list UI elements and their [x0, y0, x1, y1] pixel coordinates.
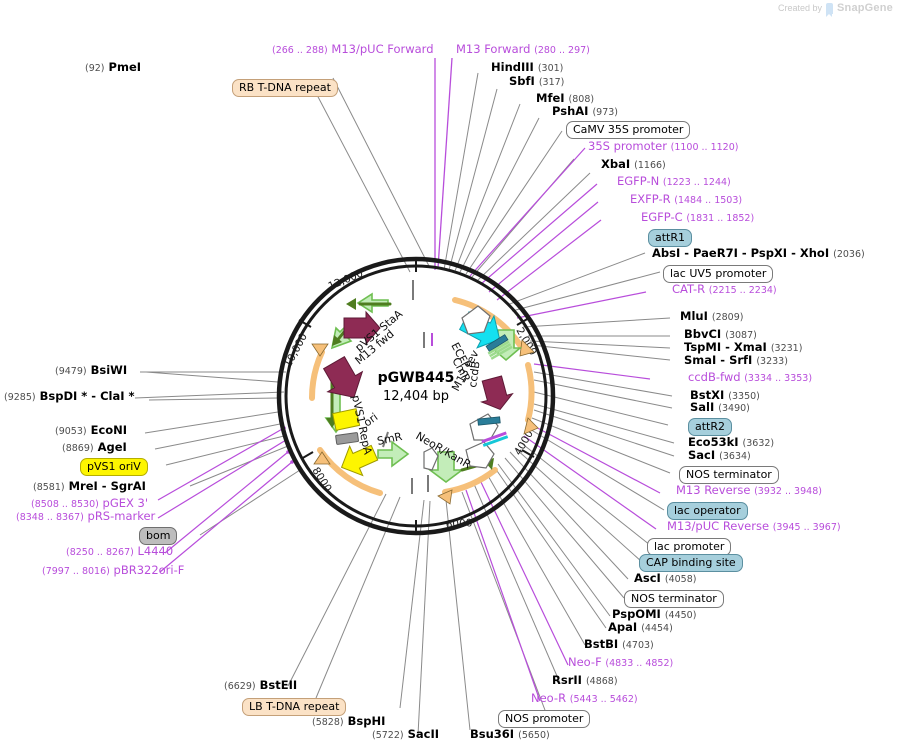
label-pspomi[interactable]: PspOMI (4450) [612, 607, 697, 621]
leader-lines-top-primers [434, 57, 453, 270]
label-bspdi-clai[interactable]: (9285) BspDI * - ClaI * [4, 389, 135, 403]
badge-attr2[interactable]: attR2 [688, 418, 733, 436]
label-agei[interactable]: (8869) AgeI [62, 440, 127, 454]
plasmid-size: 12,404 bp [383, 389, 449, 404]
label-bstxi[interactable]: BstXI (3350) [690, 388, 760, 402]
badge-rb-t-dna-repeat[interactable]: RB T-DNA repeat [232, 79, 338, 97]
feature-bars-striped [477, 334, 513, 447]
label-bsu36i[interactable]: Bsu36I (5650) [470, 727, 550, 741]
label-bsiwi[interactable]: (9479) BsiWI [55, 363, 128, 377]
label-mrei-sgrai[interactable]: (8581) MreI - SgrAI [33, 479, 146, 493]
watermark-prefix: Created by [777, 3, 822, 13]
orientation-arrowheads [311, 339, 539, 505]
snapgene-logo-icon [825, 2, 833, 17]
label-sbfi[interactable]: SbfI (317) [509, 74, 565, 88]
label-rsrii[interactable]: RsrII (4868) [552, 673, 618, 687]
label-tspmi-xmai[interactable]: TspMI - XmaI (3231) [684, 340, 803, 354]
label-hindiii[interactable]: HindIII (301) [491, 60, 564, 74]
label-bsphi[interactable]: (5828) BspHI [312, 714, 386, 728]
label-eco53ki[interactable]: Eco53kI (3632) [688, 435, 775, 449]
label-econi[interactable]: (9053) EcoNI [55, 423, 128, 437]
leader-lines-bottom [287, 493, 471, 736]
feature-arrows-maroon [322, 310, 514, 411]
label-m13-puc-forward[interactable]: (266 .. 288) M13/pUC Forward [272, 42, 434, 56]
feature-arrow-ori [335, 432, 359, 445]
feature-label-ccdb: ccdB [466, 360, 483, 388]
label-mfei[interactable]: MfeI (808) [536, 91, 595, 105]
leader-lines-top-left [315, 77, 431, 273]
feature-arrows-yellow [332, 408, 379, 477]
label-prs-marker[interactable]: (8348 .. 8367) pRS-marker [16, 509, 156, 523]
badge-pvs1-oriv[interactable]: pVS1 oriV [80, 458, 148, 476]
badge-lb-t-dna-repeat[interactable]: LB T-DNA repeat [242, 698, 347, 716]
label-sali[interactable]: SalI (3490) [690, 400, 750, 414]
label-absi-paer7i-pspxi-xhoi[interactable]: AbsI - PaeR7I - PspXI - XhoI (2036) [652, 246, 865, 260]
leader-lines-top-right [443, 72, 675, 719]
feature-label-smr: SmR [376, 430, 404, 448]
label-apai[interactable]: ApaI (4454) [608, 620, 673, 634]
leader-lines-left-upper [134, 371, 286, 399]
coordinate-ticks [298, 259, 535, 533]
label-m13-reverse[interactable]: M13 Reverse (3932 .. 3948) [676, 483, 822, 497]
badge-cap-binding-site[interactable]: CAP binding site [639, 554, 743, 572]
label-neo-f[interactable]: Neo-F (4833 .. 4852) [568, 655, 674, 669]
label-exfp-r[interactable]: EXFP-R (1484 .. 1503) [630, 192, 743, 206]
label-l4440[interactable]: (8250 .. 8267) L4440 [66, 544, 174, 558]
badge-nos-terminator-1[interactable]: NOS terminator [679, 466, 779, 484]
badge-bom[interactable]: bom [139, 527, 178, 545]
label-xbai[interactable]: XbaI (1166) [601, 157, 666, 171]
label-35s-promoter[interactable]: 35S promoter (1100 .. 1120) [588, 139, 739, 153]
label-pbr322ori-f[interactable]: (7997 .. 8016) pBR322ori-F [42, 563, 185, 577]
badge-lac-operator[interactable]: lac operator [667, 502, 748, 520]
label-pmei[interactable]: (92) PmeI [85, 60, 142, 74]
label-bstbi[interactable]: BstBI (4703) [584, 637, 654, 651]
badge-nos-terminator-2[interactable]: NOS terminator [624, 590, 724, 608]
watermark-name: SnapGene [836, 2, 893, 14]
label-bstei[interactable]: (6629) BstEII [224, 678, 298, 692]
label-ccdb-fwd[interactable]: ccdB-fwd (3334 .. 3353) [688, 370, 813, 384]
internal-site-ticks [382, 280, 429, 494]
label-pshai[interactable]: PshAI (973) [552, 104, 618, 118]
label-saci[interactable]: SacI (3634) [688, 448, 751, 462]
tick-label-12000: 12,000 [326, 267, 365, 292]
label-m13-forward[interactable]: M13 Forward (280 .. 297) [456, 42, 590, 56]
label-egfp-c[interactable]: EGFP-C (1831 .. 1852) [641, 210, 755, 224]
feature-arrows-outline [423, 305, 499, 471]
center-caption: pGWB445 12,404 bp [378, 370, 455, 404]
badge-attr1[interactable]: attR1 [648, 229, 693, 247]
leader-lines-left [144, 371, 301, 536]
label-smai-srfi[interactable]: SmaI - SrfI (3233) [684, 353, 788, 367]
label-m13-puc-reverse[interactable]: M13/pUC Reverse (3945 .. 3967) [667, 519, 841, 533]
tick-label-8000: 8000 [309, 465, 333, 494]
label-bbvci[interactable]: BbvCI (3087) [684, 327, 757, 341]
label-pgex-3prime[interactable]: (8508 .. 8530) pGEX 3' [31, 496, 149, 510]
label-egfp-n[interactable]: EGFP-N (1223 .. 1244) [617, 174, 731, 188]
badge-nos-promoter[interactable]: NOS promoter [498, 710, 591, 728]
label-cat-r[interactable]: CAT-R (2215 .. 2234) [672, 282, 777, 296]
label-sacii[interactable]: (5722) SacII [372, 727, 440, 741]
leader-lines-left-primers [157, 426, 294, 573]
badge-lac-uv5-promoter[interactable]: lac UV5 promoter [663, 265, 774, 283]
label-neo-r[interactable]: Neo-R (5443 .. 5462) [531, 691, 638, 705]
plasmid-name: pGWB445 [378, 370, 455, 386]
badge-camv-35s-promoter[interactable]: CaMV 35S promoter [566, 121, 691, 139]
snapgene-watermark: Created by SnapGene [777, 2, 893, 17]
label-mlui[interactable]: MluI (2809) [680, 309, 744, 323]
tick-label-6000: 6000 [445, 517, 473, 531]
label-asci[interactable]: AscI (4058) [634, 571, 697, 585]
